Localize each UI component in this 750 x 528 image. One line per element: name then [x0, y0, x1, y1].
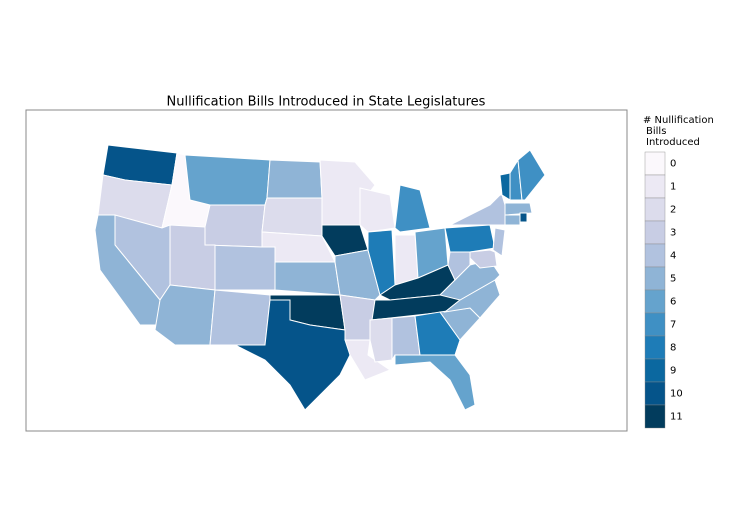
legend-swatch — [644, 335, 666, 360]
state — [209, 289, 271, 346]
state — [449, 194, 506, 226]
legend-label: 10 — [670, 389, 683, 400]
legend-swatch — [644, 243, 666, 268]
state — [204, 204, 266, 248]
state — [274, 261, 341, 296]
states — [94, 144, 546, 411]
legend-swatch — [644, 151, 666, 176]
legend-swatch — [644, 197, 666, 222]
legend-label: 4 — [670, 251, 676, 262]
state — [414, 311, 461, 356]
legend-swatch — [644, 404, 666, 429]
state — [394, 354, 476, 411]
state — [359, 187, 396, 233]
legend-swatch — [644, 266, 666, 291]
state — [469, 249, 498, 269]
legend-label: 11 — [670, 412, 683, 423]
state — [234, 299, 351, 411]
legend-swatch — [644, 220, 666, 245]
state — [517, 149, 546, 201]
state — [444, 224, 496, 253]
legend-label: 6 — [670, 297, 676, 308]
legend-title: Introduced — [646, 137, 700, 148]
legend-swatch — [644, 312, 666, 337]
legend-label: 3 — [670, 228, 676, 239]
legend-label: 5 — [670, 274, 676, 285]
state — [504, 214, 521, 226]
legend-label: 1 — [670, 182, 676, 193]
map-frame — [25, 109, 628, 432]
legend-label: 9 — [670, 366, 676, 377]
state — [492, 227, 506, 257]
state — [184, 154, 271, 206]
state — [266, 159, 323, 199]
state — [394, 234, 419, 286]
state — [394, 184, 431, 233]
state — [519, 212, 528, 223]
state — [504, 202, 533, 216]
state — [261, 197, 323, 237]
legend-swatch — [644, 381, 666, 406]
legend-title: # Nullification — [643, 115, 714, 126]
legend-title: Bills — [646, 126, 666, 137]
legend-swatch — [644, 289, 666, 314]
chart-title: Nullification Bills Introduced in State … — [167, 95, 486, 110]
legend-swatch — [644, 358, 666, 383]
state — [154, 284, 216, 346]
state — [369, 317, 393, 363]
legend-label: 2 — [670, 205, 676, 216]
legend-label: 0 — [670, 159, 676, 170]
legend-label: 7 — [670, 320, 676, 331]
legend-label: 8 — [670, 343, 676, 354]
legend-swatch — [644, 174, 666, 199]
